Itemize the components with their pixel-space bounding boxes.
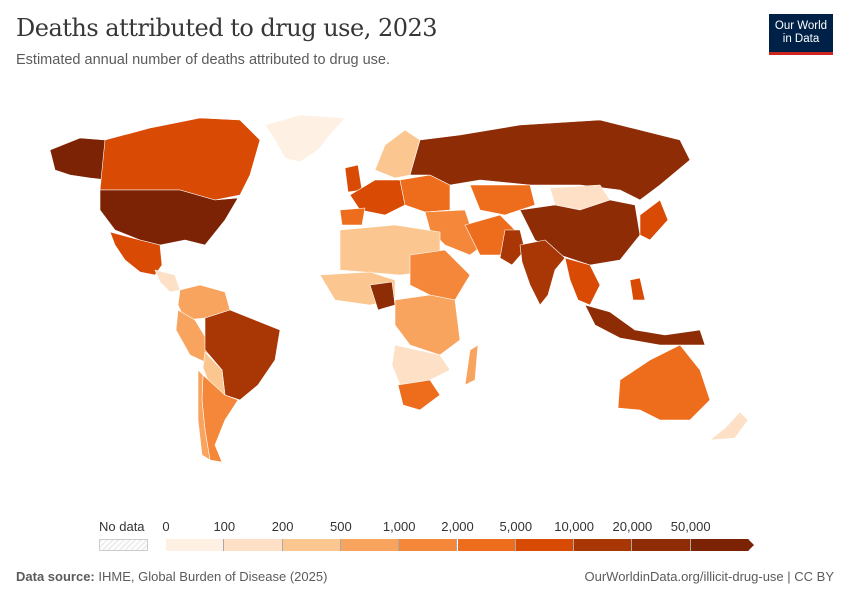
- logo-line-2: in Data: [782, 33, 820, 45]
- legend-tick-label: 5,000: [499, 519, 533, 534]
- legend-tick-label: 50,000: [670, 519, 711, 534]
- country-new-zealand[interactable]: [709, 411, 749, 441]
- legend-tick-label: 200: [271, 519, 294, 534]
- source-url-link[interactable]: OurWorldinData.org/illicit-drug-use | CC…: [584, 569, 835, 584]
- legend-bin[interactable]: [224, 539, 283, 551]
- country-sudan-ethiopia[interactable]: [409, 249, 471, 301]
- country-usa[interactable]: [99, 189, 239, 246]
- country-india[interactable]: [519, 239, 566, 306]
- legend-tick-label: 100: [213, 519, 236, 534]
- legend-bin[interactable]: [690, 539, 749, 551]
- country-australia[interactable]: [617, 344, 711, 421]
- country-uk-ireland[interactable]: [344, 164, 363, 193]
- country-spain[interactable]: [339, 207, 366, 226]
- country-indonesia[interactable]: [584, 304, 706, 346]
- country-southeast-asia[interactable]: [564, 257, 601, 306]
- legend-tick-label: 2,000: [441, 519, 474, 534]
- chart-title: Deaths attributed to drug use, 2023: [16, 14, 438, 42]
- country-chile[interactable]: [197, 369, 211, 461]
- country-pakistan[interactable]: [499, 229, 526, 266]
- country-canada[interactable]: [99, 117, 261, 201]
- legend-bin[interactable]: [574, 539, 633, 551]
- country-philippines[interactable]: [629, 277, 646, 301]
- legend-no-data-swatch: [99, 539, 148, 551]
- legend-bin[interactable]: [282, 539, 341, 551]
- legend-bin[interactable]: [340, 539, 400, 551]
- country-central-america[interactable]: [154, 269, 181, 293]
- country-central-africa[interactable]: [394, 294, 461, 356]
- map-legend: No data 0 100 200 500 1,000 2,000 5,000 10,000 2…: [0, 515, 850, 555]
- legend-bin[interactable]: [399, 539, 458, 551]
- legend-tick-label: 10,000: [554, 519, 594, 534]
- legend-bin[interactable]: [632, 539, 691, 551]
- country-brazil[interactable]: [204, 309, 281, 401]
- legend-bin[interactable]: [166, 539, 225, 551]
- country-russia[interactable]: [409, 119, 691, 201]
- legend-tick-label: 20,000: [612, 519, 653, 534]
- data-source: Data source: IHME, Global Burden of Dise…: [16, 569, 327, 584]
- world-map: [49, 114, 749, 463]
- country-nigeria[interactable]: [369, 281, 396, 311]
- legend-bin[interactable]: [515, 539, 575, 551]
- country-greenland[interactable]: [264, 114, 346, 163]
- legend-tick-label: 1,000: [382, 519, 416, 534]
- owid-logo[interactable]: Our World in Data: [769, 14, 833, 55]
- country-mexico[interactable]: [109, 231, 163, 276]
- legend-no-data-label: No data: [99, 519, 145, 534]
- country-alaska[interactable]: [49, 137, 109, 181]
- logo-line-1: Our World: [774, 20, 828, 32]
- chart-subtitle: Estimated annual number of deaths attrib…: [16, 52, 391, 68]
- legend-arrow: [748, 539, 754, 551]
- country-japan-korea[interactable]: [639, 199, 669, 241]
- legend-bin[interactable]: [457, 539, 516, 551]
- legend-tick-label: 0: [162, 519, 170, 534]
- country-south-africa[interactable]: [397, 379, 441, 411]
- country-madagascar[interactable]: [464, 344, 479, 386]
- legend-tick-label: 500: [330, 519, 352, 534]
- data-source-text: IHME, Global Burden of Disease (2025): [98, 569, 328, 584]
- data-source-label: Data source:: [16, 569, 95, 584]
